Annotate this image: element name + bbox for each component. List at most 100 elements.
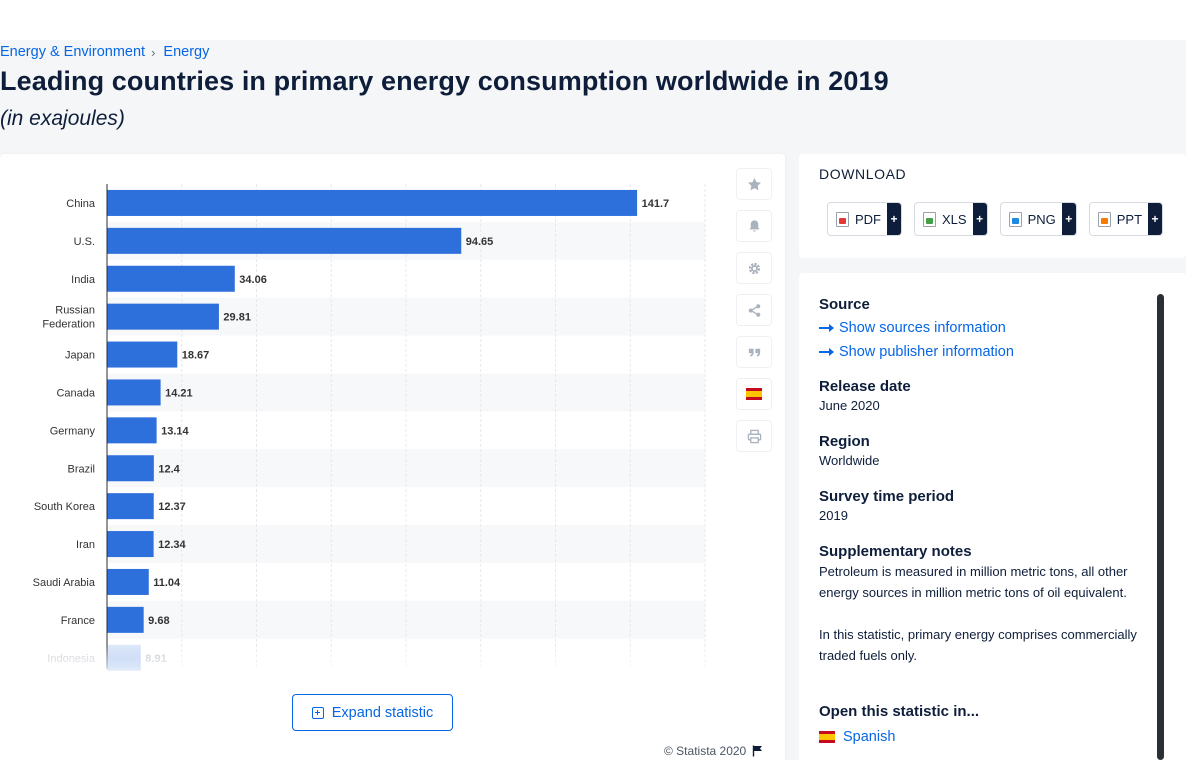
show-sources-link[interactable]: Show sources information: [819, 316, 1139, 340]
gear-icon: [748, 262, 760, 274]
download-pdf-plus[interactable]: +: [887, 203, 901, 235]
chart-card: China 141.7 U.S. 94.65 India 34.06 Russian Fede…: [0, 154, 785, 760]
settings-button[interactable]: [736, 252, 772, 284]
language-button[interactable]: [736, 378, 772, 410]
value-label: 14.21: [165, 387, 193, 399]
value-label: 18.67: [182, 350, 210, 362]
release-value: June 2020: [819, 398, 880, 413]
bar-u-s-: [107, 227, 462, 254]
download-png-label: PNG: [1027, 211, 1056, 227]
info-scrollbar[interactable]: [1157, 294, 1164, 760]
notes-heading: Supplementary notes: [819, 543, 972, 560]
release-heading: Release date: [819, 378, 911, 395]
download-png-button[interactable]: PNG +: [999, 202, 1077, 236]
show-sources-label: Show sources information: [839, 320, 1006, 336]
arrow-right-icon: [819, 324, 834, 332]
breadcrumb-energy-environment[interactable]: Energy & Environment: [0, 44, 146, 60]
download-title: DOWNLOAD: [819, 166, 907, 182]
download-xls-plus[interactable]: +: [972, 203, 987, 235]
breadcrumb: Energy & Environment › Energy: [0, 44, 209, 60]
category-label: Germany: [50, 425, 96, 437]
arrow-right-icon: [819, 348, 834, 356]
expand-icon: [311, 706, 324, 719]
favorite-button[interactable]: [736, 168, 772, 200]
value-label: 12.37: [158, 501, 186, 513]
pdf-file-icon: [836, 211, 849, 227]
survey-heading: Survey time period: [819, 488, 955, 505]
category-label: South Korea: [34, 501, 96, 513]
bar-russian-federation: [107, 303, 219, 330]
notes-section: Supplementary notes Petroleum is measure…: [819, 543, 1139, 666]
bar-canada: [107, 379, 161, 406]
expand-statistic-button[interactable]: Expand statistic: [292, 694, 453, 731]
value-label: 12.4: [158, 463, 180, 475]
download-pdf-label: PDF: [855, 211, 881, 227]
download-xls-label: XLS: [942, 211, 967, 227]
open-spanish-label: Spanish: [843, 729, 896, 745]
value-label: 29.81: [223, 312, 251, 324]
value-label: 141.7: [642, 198, 670, 210]
chart-toolbar: [736, 168, 772, 462]
value-label: 94.65: [466, 236, 494, 248]
show-publisher-label: Show publisher information: [839, 344, 1014, 360]
bar-brazil: [107, 455, 154, 482]
download-pdf-button[interactable]: PDF +: [827, 202, 902, 236]
png-file-icon: [1008, 211, 1022, 227]
breadcrumb-energy[interactable]: Energy: [163, 44, 210, 60]
show-publisher-link[interactable]: Show publisher information: [819, 340, 1139, 364]
info-card: [799, 273, 1186, 760]
value-label: 34.06: [239, 274, 267, 286]
share-icon: [748, 303, 760, 317]
value-label: 13.14: [161, 425, 189, 437]
region-heading: Region: [819, 433, 870, 450]
top-header-strip: [0, 0, 1186, 40]
flag-report-icon[interactable]: [752, 745, 764, 757]
print-button[interactable]: [736, 420, 772, 452]
xls-file-icon: [923, 211, 936, 227]
open-in-heading: Open this statistic in...: [819, 703, 980, 720]
region-value: Worldwide: [819, 453, 880, 468]
category-label: Saudi Arabia: [33, 577, 96, 589]
page-subtitle: (in exajoules): [0, 107, 125, 130]
download-ppt-label: PPT: [1116, 211, 1143, 227]
category-label: Russian Federation: [42, 305, 95, 331]
download-card: DOWNLOAD PDF + XLS + PNG + PPT +: [799, 154, 1186, 258]
category-label: China: [66, 198, 96, 210]
bar-saudi-arabia: [107, 568, 149, 595]
page-title: Leading countries in primary energy cons…: [0, 66, 889, 96]
share-button[interactable]: [736, 294, 772, 326]
download-xls-button[interactable]: XLS +: [914, 202, 988, 236]
category-label: Brazil: [67, 463, 95, 475]
bar-china: [107, 189, 638, 216]
print-icon: [747, 429, 761, 443]
value-label: 9.68: [148, 615, 169, 627]
category-label: Iran: [76, 539, 95, 551]
download-ppt-plus[interactable]: +: [1148, 203, 1163, 235]
source-section: Source Show sources information Show pub…: [819, 296, 1139, 364]
notification-button[interactable]: [736, 210, 772, 242]
breadcrumb-separator: ›: [151, 44, 156, 60]
survey-value: 2019: [819, 508, 848, 523]
star-icon: [747, 177, 761, 190]
open-spanish-link[interactable]: Spanish: [819, 725, 1139, 749]
cite-button[interactable]: [736, 336, 772, 368]
category-label: Japan: [65, 350, 95, 362]
source-heading: Source: [819, 296, 870, 313]
category-label: India: [71, 274, 96, 286]
flag-spain-icon: [819, 731, 835, 743]
copyright: © Statista 2020: [664, 744, 764, 758]
ppt-file-icon: [1097, 211, 1111, 227]
notes-paragraph-1: Petroleum is measured in million metric …: [819, 564, 1128, 600]
download-buttons: PDF + XLS + PNG + PPT +: [827, 202, 1164, 236]
bar-south-korea: [107, 493, 154, 520]
open-in-section: Open this statistic in... Spanish: [819, 703, 1139, 749]
bar-iran: [107, 531, 154, 558]
download-ppt-button[interactable]: PPT +: [1088, 202, 1164, 236]
survey-section: Survey time period 2019: [819, 488, 1139, 526]
notes-paragraph-2: In this statistic, primary energy compri…: [819, 627, 1137, 663]
download-png-plus[interactable]: +: [1061, 203, 1076, 235]
copyright-text: © Statista 2020: [664, 744, 747, 758]
release-section: Release date June 2020: [819, 378, 1139, 416]
expand-statistic-label: Expand statistic: [331, 704, 434, 721]
category-label: Canada: [56, 387, 95, 399]
